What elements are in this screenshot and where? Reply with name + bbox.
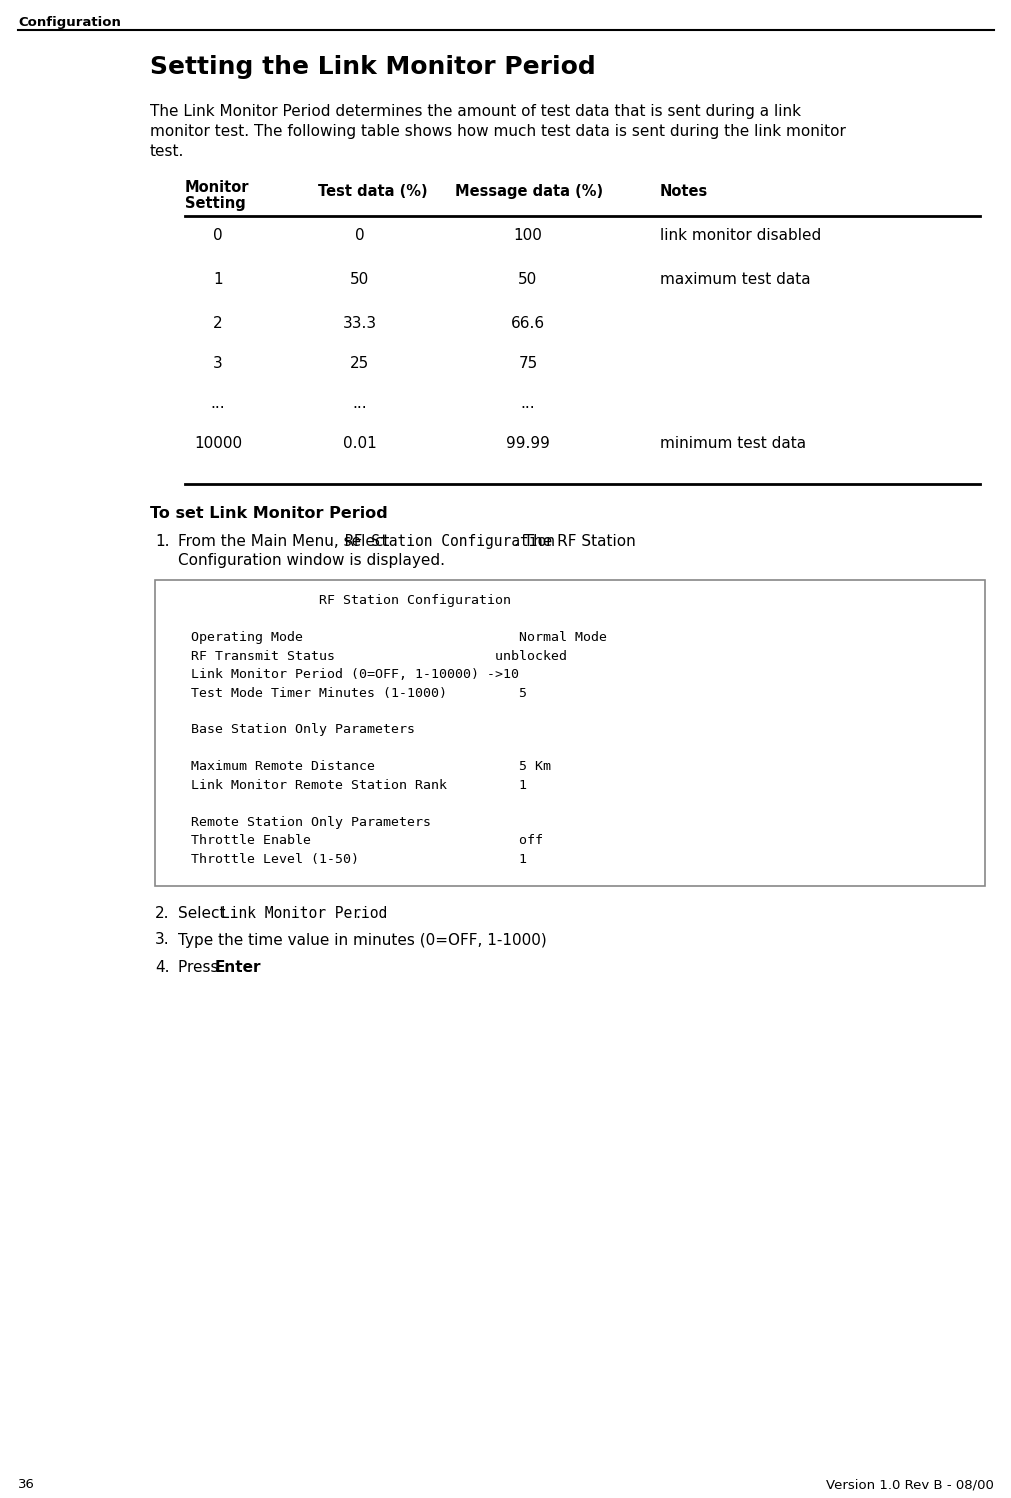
- Text: test.: test.: [150, 144, 184, 159]
- Text: 0: 0: [213, 228, 222, 243]
- Text: 36: 36: [18, 1479, 34, 1491]
- Text: 1.: 1.: [155, 533, 169, 548]
- Text: Test data (%): Test data (%): [317, 184, 428, 199]
- Text: 3.: 3.: [155, 932, 170, 948]
- Text: 25: 25: [350, 357, 369, 372]
- Text: Base Station Only Parameters: Base Station Only Parameters: [167, 724, 415, 737]
- Text: Configuration: Configuration: [18, 16, 120, 28]
- Text: ...: ...: [521, 395, 535, 410]
- Text: Throttle Level (1-50)                    1: Throttle Level (1-50) 1: [167, 852, 527, 866]
- Text: 0: 0: [355, 228, 364, 243]
- Text: 0.01: 0.01: [343, 436, 376, 451]
- Text: 2.: 2.: [155, 905, 169, 920]
- Text: .: .: [355, 905, 360, 920]
- Text: 50: 50: [350, 273, 369, 288]
- Text: 3: 3: [213, 357, 222, 372]
- Text: Throttle Enable                          off: Throttle Enable off: [167, 834, 543, 848]
- Text: 50: 50: [518, 273, 537, 288]
- Text: ...: ...: [210, 395, 225, 410]
- Text: Test Mode Timer Minutes (1-1000)         5: Test Mode Timer Minutes (1-1000) 5: [167, 686, 527, 700]
- Text: To set Link Monitor Period: To set Link Monitor Period: [150, 506, 387, 521]
- Text: 4.: 4.: [155, 960, 169, 975]
- Text: Version 1.0 Rev B - 08/00: Version 1.0 Rev B - 08/00: [825, 1479, 993, 1491]
- Text: 10000: 10000: [194, 436, 242, 451]
- Text: 100: 100: [513, 228, 542, 243]
- Text: Link Monitor Remote Station Rank         1: Link Monitor Remote Station Rank 1: [167, 779, 527, 792]
- Text: Select: Select: [178, 905, 231, 920]
- Text: . The RF Station: . The RF Station: [514, 533, 635, 548]
- Text: minimum test data: minimum test data: [659, 436, 806, 451]
- Text: Maximum Remote Distance                  5 Km: Maximum Remote Distance 5 Km: [167, 761, 550, 773]
- Text: From the Main Menu, select: From the Main Menu, select: [178, 533, 394, 548]
- Text: 75: 75: [518, 357, 537, 372]
- Text: 1: 1: [213, 273, 222, 288]
- Text: Enter: Enter: [215, 960, 261, 975]
- Text: The Link Monitor Period determines the amount of test data that is sent during a: The Link Monitor Period determines the a…: [150, 103, 801, 118]
- Text: 33.3: 33.3: [343, 316, 377, 331]
- Text: RF Transmit Status                    unblocked: RF Transmit Status unblocked: [167, 650, 566, 662]
- Text: ...: ...: [353, 395, 367, 410]
- Text: link monitor disabled: link monitor disabled: [659, 228, 821, 243]
- Text: Remote Station Only Parameters: Remote Station Only Parameters: [167, 816, 431, 828]
- Text: Setting the Link Monitor Period: Setting the Link Monitor Period: [150, 55, 595, 79]
- Text: .: .: [246, 960, 251, 975]
- Bar: [155, 580, 984, 885]
- Text: RF Station Configuration: RF Station Configuration: [167, 595, 511, 607]
- Text: Message data (%): Message data (%): [455, 184, 603, 199]
- Text: Notes: Notes: [659, 184, 708, 199]
- Text: Type the time value in minutes (0=OFF, 1-1000): Type the time value in minutes (0=OFF, 1…: [178, 932, 546, 948]
- Text: maximum test data: maximum test data: [659, 273, 810, 288]
- Text: 2: 2: [213, 316, 222, 331]
- Text: Link Monitor Period (0=OFF, 1-10000) ->10: Link Monitor Period (0=OFF, 1-10000) ->1…: [167, 668, 519, 682]
- Text: 99.99: 99.99: [506, 436, 549, 451]
- Text: Configuration window is displayed.: Configuration window is displayed.: [178, 553, 445, 568]
- Text: monitor test. The following table shows how much test data is sent during the li: monitor test. The following table shows …: [150, 124, 845, 139]
- Text: Monitor: Monitor: [185, 180, 250, 195]
- Text: RF Station Configuration: RF Station Configuration: [345, 533, 554, 548]
- Text: 66.6: 66.6: [511, 316, 545, 331]
- Text: Link Monitor Period: Link Monitor Period: [221, 905, 387, 920]
- Text: Setting: Setting: [185, 196, 246, 211]
- Text: Operating Mode                           Normal Mode: Operating Mode Normal Mode: [167, 631, 607, 644]
- Text: Press: Press: [178, 960, 223, 975]
